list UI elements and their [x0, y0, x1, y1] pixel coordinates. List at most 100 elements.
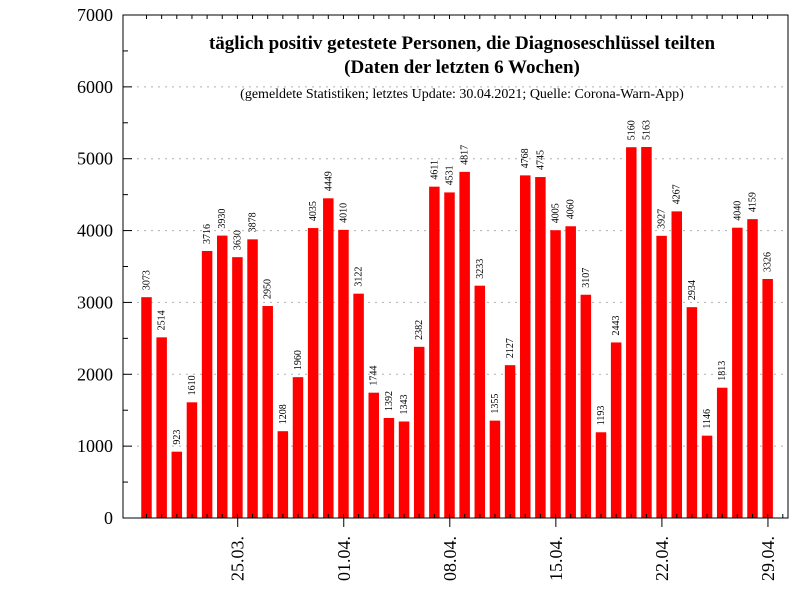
x-tick-label: 15.04. [546, 536, 566, 581]
bar [641, 147, 652, 518]
data-label: 1610 [187, 375, 198, 395]
data-labels: 3073 2514 923 1610 3716 3930 3630 3878 2950 1208 1… [142, 120, 774, 445]
bar [338, 229, 349, 519]
data-label: 3233 [475, 259, 486, 279]
bar [368, 392, 379, 518]
y-axis: 0 1000 2000 3000 4000 5000 6000 7000 [77, 5, 132, 528]
chart-title-line2: (Daten der letzten 6 Wochen) [344, 57, 580, 78]
bar [535, 177, 546, 519]
data-label: 4060 [566, 199, 577, 219]
y-tick-label: 4000 [77, 221, 113, 241]
bar [201, 250, 213, 518]
bar [716, 387, 728, 518]
data-label: 1392 [384, 391, 395, 411]
y-tick-label: 3000 [77, 292, 113, 312]
bar [626, 147, 637, 518]
bar [504, 365, 516, 518]
bar [217, 235, 228, 518]
bar [323, 198, 334, 519]
bar [186, 402, 198, 518]
data-label: 3107 [581, 268, 592, 288]
bar [429, 186, 440, 518]
data-label: 923 [172, 430, 183, 445]
bar [292, 377, 304, 518]
data-label: 3122 [354, 267, 365, 287]
data-label: 2514 [157, 310, 168, 330]
bar [550, 230, 561, 518]
bar [701, 435, 713, 518]
x-tick-label: 01.04. [334, 536, 354, 581]
bar [762, 279, 773, 518]
data-label: 4531 [445, 165, 456, 185]
data-label: 2382 [414, 320, 425, 340]
bar [277, 431, 289, 518]
data-label: 1208 [278, 404, 289, 424]
chart-subtitle: (gemeldete Statistiken; letztes Update: … [240, 87, 684, 102]
data-label: 4040 [732, 201, 743, 221]
x-tick-label: 29.04. [758, 536, 778, 581]
data-label: 4611 [429, 160, 440, 180]
data-label: 5163 [641, 120, 652, 140]
bar [156, 337, 167, 518]
data-label: 5160 [626, 120, 637, 140]
bar [656, 235, 667, 518]
x-axis: 25.03. 01.04. 08.04. 15.04. 22.04. 29.04. [146, 15, 784, 581]
bar [520, 175, 531, 519]
data-label: 4267 [672, 184, 683, 204]
bar [398, 421, 410, 518]
y-tick-label: 7000 [77, 5, 113, 25]
data-label: 4745 [535, 150, 546, 170]
data-label: 1355 [490, 394, 501, 414]
bar [232, 257, 243, 518]
bar [444, 192, 455, 518]
bar [459, 171, 470, 518]
bar [353, 293, 364, 518]
y-tick-label: 2000 [77, 364, 113, 384]
bar [474, 285, 486, 518]
bar [141, 297, 152, 518]
y-tick-label: 6000 [77, 77, 113, 97]
x-tick-label: 08.04. [440, 536, 460, 581]
x-tick-label: 25.03. [228, 536, 248, 581]
bar [610, 342, 622, 518]
bar [671, 211, 682, 519]
y-tick-label: 5000 [77, 149, 113, 169]
data-label: 3326 [763, 252, 774, 272]
data-label: 3630 [232, 230, 243, 250]
bar [686, 307, 698, 518]
data-label: 1813 [717, 361, 728, 381]
bar [307, 228, 319, 518]
data-label: 4817 [460, 145, 471, 165]
bar [580, 294, 592, 518]
data-label: 4035 [308, 201, 319, 221]
bar [171, 451, 183, 518]
y-tick-label: 0 [104, 508, 113, 528]
bar [747, 219, 758, 518]
bars [141, 147, 773, 519]
data-label: 3927 [657, 209, 668, 229]
bar [247, 239, 258, 518]
x-tick-label: 22.04. [652, 536, 672, 581]
bar [489, 420, 501, 518]
data-label: 1744 [369, 366, 380, 386]
data-label: 1146 [702, 409, 713, 429]
bar [732, 227, 743, 518]
bar [262, 306, 273, 518]
chart-title: täglich positiv getestete Personen, die … [209, 33, 716, 54]
bar [383, 417, 395, 518]
y-tick-label: 1000 [77, 436, 113, 456]
bar [413, 346, 425, 518]
data-label: 3073 [142, 270, 153, 290]
data-label: 3930 [217, 209, 228, 229]
data-label: 4010 [338, 203, 349, 223]
data-label: 4159 [748, 192, 759, 212]
data-label: 2950 [263, 279, 274, 299]
data-label: 3716 [202, 224, 213, 244]
data-label: 4449 [323, 171, 334, 191]
data-label: 2934 [687, 280, 698, 300]
bar [565, 226, 576, 518]
data-label: 1960 [293, 350, 304, 370]
data-label: 3878 [248, 212, 259, 232]
data-label: 2443 [611, 315, 622, 335]
